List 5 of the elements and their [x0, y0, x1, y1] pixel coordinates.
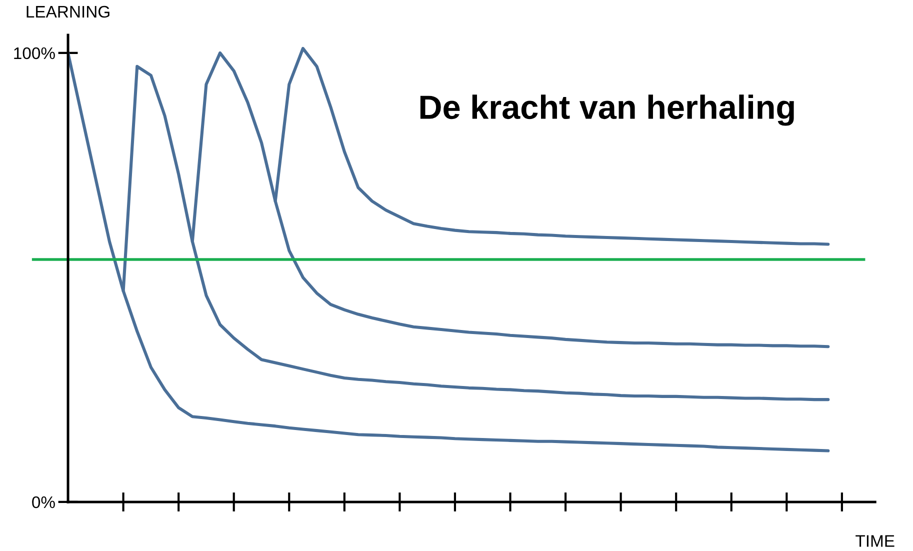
x-axis-title: TIME — [856, 535, 894, 547]
y-tick-label: 100% — [14, 47, 55, 60]
y-axis-title: LEARNING — [26, 6, 110, 18]
y-tick-label: 0% — [32, 496, 55, 508]
text: De kracht van herhaling — [420, 94, 794, 126]
